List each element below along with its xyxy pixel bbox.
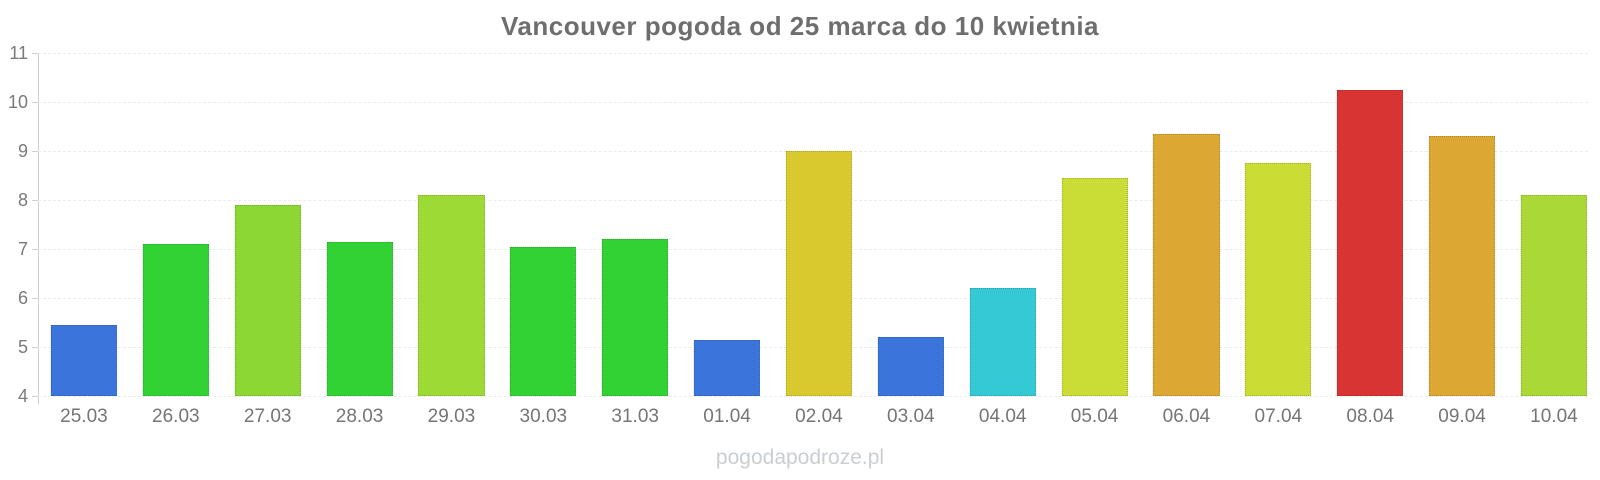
bar-slot-05.04: 05.04 (1049, 53, 1141, 427)
x-tick-label: 05.04 (1070, 406, 1119, 427)
y-tick-mark (32, 151, 38, 152)
y-tick-label: 7 (17, 239, 28, 259)
y-tick-mark (32, 249, 38, 250)
bar-slot-26.03: 26.03 (130, 53, 222, 427)
bar-01.04[interactable] (693, 339, 761, 396)
bar-05.04[interactable] (1061, 177, 1128, 396)
y-tick-mark (32, 102, 38, 103)
y-tick-mark (32, 347, 38, 348)
bar-27.03[interactable] (234, 204, 301, 396)
bar-29.03[interactable] (418, 195, 485, 396)
x-tick-label: 27.03 (243, 406, 292, 427)
plot-area: 25.03 26.03 27.03 28.03 29.03 30.03 31.03 01.04… (38, 53, 1600, 427)
y-tick-label: 8 (17, 190, 28, 210)
bar-slot-31.03: 31.03 (589, 53, 681, 427)
bar-04.04[interactable] (969, 288, 1036, 396)
bar-slot-09.04: 09.04 (1416, 53, 1508, 427)
bar-28.03[interactable] (326, 241, 393, 396)
bar-slot-07.04: 07.04 (1232, 53, 1324, 427)
x-tick-label: 03.04 (887, 406, 935, 427)
x-tick-label: 10.04 (1530, 406, 1578, 427)
bar-10.04[interactable] (1520, 195, 1588, 396)
bar-slot-03.04: 03.04 (865, 53, 957, 427)
watermark: pogodapodroze.pl (715, 446, 885, 469)
x-tick-label: 02.04 (795, 406, 843, 427)
bar-slot-06.04: 06.04 (1141, 53, 1233, 427)
x-tick-label: 28.03 (335, 406, 384, 427)
bar-slot-08.04: 08.04 (1324, 53, 1416, 427)
bar-31.03[interactable] (602, 239, 669, 396)
y-tick-label: 6 (17, 288, 28, 308)
x-tick-label: 31.03 (611, 406, 659, 427)
bar-02.04[interactable] (785, 151, 853, 396)
gridline-11 (38, 53, 1588, 54)
x-tick-label: 01.04 (703, 406, 751, 427)
bar-slot-29.03: 29.03 (406, 53, 498, 427)
gridline-4 (38, 396, 1588, 397)
x-tick-label: 25.03 (60, 406, 108, 427)
x-tick-label: 06.04 (1162, 406, 1211, 427)
bar-slot-30.03: 30.03 (497, 53, 589, 427)
y-tick-label: 10 (7, 92, 28, 112)
bar-slot-04.04: 04.04 (957, 53, 1049, 427)
bar-slot-28.03: 28.03 (314, 53, 406, 427)
bar-slot-25.03: 25.03 (38, 53, 130, 427)
y-tick-mark (32, 298, 38, 299)
y-tick-mark (32, 53, 38, 54)
x-tick-label: 26.03 (152, 406, 200, 427)
y-tick-label: 9 (17, 141, 28, 161)
bar-slot-27.03: 27.03 (222, 53, 314, 427)
x-tick-label: 08.04 (1346, 406, 1394, 427)
x-tick-label: 29.03 (427, 406, 476, 427)
x-tick-label: 30.03 (519, 406, 568, 427)
y-tick-label: 4 (17, 386, 28, 406)
y-tick-label: 11 (9, 43, 28, 63)
y-tick-mark (32, 396, 38, 397)
bar-slot-02.04: 02.04 (773, 53, 865, 427)
bar-slot-01.04: 01.04 (681, 53, 773, 427)
bars-row: 25.03 26.03 27.03 28.03 29.03 30.03 31.03 01.04… (38, 53, 1600, 427)
bar-26.03[interactable] (142, 244, 209, 396)
bar-25.03[interactable] (50, 324, 118, 396)
x-tick-label: 07.04 (1254, 406, 1303, 427)
chart-title: Vancouver pogoda od 25 marca do 10 kwiet… (500, 11, 1100, 41)
bar-08.04[interactable] (1337, 89, 1404, 396)
bar-slot-10.04: 10.04 (1508, 53, 1600, 427)
y-tick-mark (32, 200, 38, 201)
bar-03.04[interactable] (877, 337, 944, 396)
bar-06.04[interactable] (1153, 133, 1220, 396)
gridline-10 (38, 102, 1588, 103)
x-tick-label: 09.04 (1438, 406, 1486, 427)
bar-30.03[interactable] (510, 246, 577, 396)
x-tick-label: 04.04 (978, 406, 1027, 427)
bar-09.04[interactable] (1428, 136, 1496, 396)
bar-07.04[interactable] (1245, 163, 1312, 396)
y-tick-label: 5 (17, 337, 28, 357)
y-axis-line (38, 53, 39, 404)
